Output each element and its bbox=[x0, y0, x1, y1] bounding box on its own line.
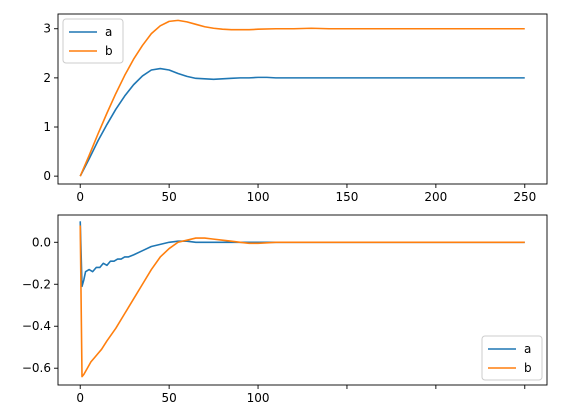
chart-panel-1: 0 50 100 150 200 250 0 1 2 3 ab bbox=[43, 13, 548, 204]
y-tick-label: −0.6 bbox=[22, 361, 51, 375]
y-tick-label: 1 bbox=[43, 120, 51, 134]
legend-label-a: a bbox=[524, 342, 531, 356]
series-line-a bbox=[79, 67, 525, 177]
axes-frame bbox=[57, 214, 548, 386]
y-tick-label: −0.2 bbox=[22, 277, 51, 291]
x-tick-label: 200 bbox=[424, 190, 447, 204]
y-tick-label: 2 bbox=[43, 71, 51, 85]
legend-label-b: b bbox=[524, 361, 532, 375]
y-tick-label: 0.0 bbox=[32, 235, 51, 249]
x-tick-label: 50 bbox=[161, 190, 176, 204]
x-tick-label: 100 bbox=[247, 190, 270, 204]
y-tick-label: 3 bbox=[43, 22, 51, 36]
series-line-b bbox=[79, 225, 525, 378]
axes-frame bbox=[57, 13, 548, 185]
legend-label-a: a bbox=[105, 25, 112, 39]
series-line-b bbox=[79, 19, 525, 177]
legend: ab bbox=[481, 335, 543, 381]
legend-box bbox=[62, 18, 124, 64]
legend-label-b: b bbox=[105, 44, 113, 58]
x-tick-label: 100 bbox=[247, 391, 270, 405]
y-tick-label: 0 bbox=[43, 169, 51, 183]
series-group bbox=[79, 19, 525, 177]
x-tick-label: 50 bbox=[161, 391, 176, 405]
x-tick-label: 250 bbox=[513, 190, 536, 204]
legend-box bbox=[481, 335, 543, 381]
legend: ab bbox=[62, 18, 124, 64]
y-tick-label: −0.4 bbox=[22, 319, 51, 333]
series-group bbox=[79, 221, 525, 378]
x-tick-label: 0 bbox=[76, 190, 84, 204]
x-tick-label: 0 bbox=[76, 391, 84, 405]
x-tick-label: 150 bbox=[336, 190, 359, 204]
chart-panel-2: 0 50 100 0.0 −0.2 −0.4 −0.6 ab bbox=[22, 214, 548, 405]
